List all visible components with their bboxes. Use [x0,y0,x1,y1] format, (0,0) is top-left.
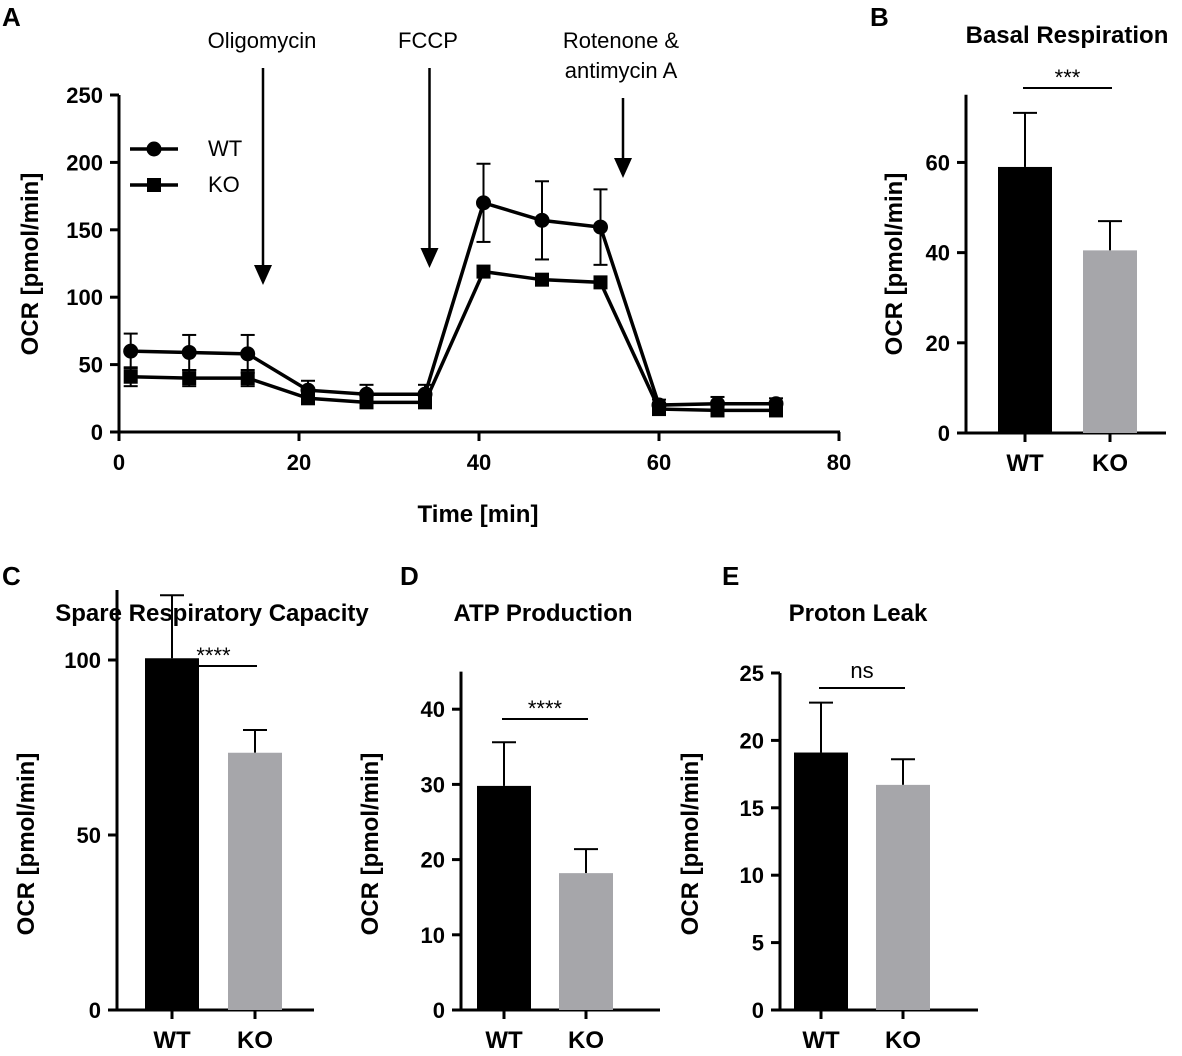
data-point-ko [240,371,255,386]
legend-label-ko: KO [208,172,240,197]
panel-c-category-label-wt: WT [153,1027,191,1054]
panel-b-bar-ko [1083,250,1137,433]
legend-marker-ko [147,178,161,192]
legend-label-wt: WT [208,136,242,161]
data-point-ko [652,402,666,417]
data-point-wt [181,344,197,360]
panel-e-y-tick-label: 15 [740,796,764,821]
panel-d-category-label-wt: WT [485,1027,523,1054]
annotation-antimycin: antimycin A [565,58,678,83]
panel-e-y-tick-label: 0 [752,998,764,1023]
panel-a-y-tick-label: 0 [91,420,103,445]
panel-d-y-tick-label: 0 [433,998,445,1023]
panel-a-ylabel: OCR [pmol/min] [17,173,44,356]
panel-e-y-tick-label: 5 [752,931,764,956]
data-point-wt [593,219,608,235]
panel-d-ylabel: OCR [pmol/min] [357,753,384,936]
panel-b-significance-label: *** [1055,65,1081,90]
panel-a-x-tick-label: 40 [467,450,491,475]
panel-b-category-label-ko: KO [1092,450,1128,477]
data-point-ko [535,272,549,287]
panel-c-bar-ko [228,752,282,1010]
panel-label-b: B [870,2,889,32]
panel-b-category-label-wt: WT [1006,450,1044,477]
panel-d-title: ATP Production [453,600,632,627]
panel-c-bar-wt [145,658,199,1010]
panel-c-significance-label: **** [196,643,231,668]
panel-a-y-tick-label: 200 [66,150,103,175]
panel-b-y-tick-label: 40 [926,241,950,266]
data-point-ko [476,264,491,279]
series-line-wt [130,200,776,407]
panel-d-bar-ko [559,873,613,1010]
panel-d-y-tick-label: 10 [421,923,445,948]
panel-c-category-label-ko: KO [237,1027,273,1054]
panel-e-y-tick-label: 10 [740,863,764,888]
data-point-ko [359,395,374,410]
panel-b-y-tick-label: 20 [926,331,950,356]
panel-b-y-tick-label: 60 [926,150,950,175]
panel-e-y-tick-label: 20 [740,728,764,753]
panel-d-significance-label: **** [528,696,563,721]
panel-a-x-tick-label: 0 [113,450,125,475]
data-point-ko [418,395,432,410]
panel-d-y-tick-label: 30 [421,772,445,797]
legend-marker-wt [146,141,162,157]
panel-e-y-tick-label: 25 [740,661,764,686]
panel-b-ylabel: OCR [pmol/min] [881,173,908,356]
panel-d-y-tick-label: 20 [421,848,445,873]
panel-a-y-tick-label: 50 [79,353,103,378]
panel-c-y-tick-label: 50 [77,823,101,848]
panel-c-title: Spare Respiratory Capacity [55,600,369,627]
panel-d-category-label-ko: KO [568,1027,604,1054]
panel-e-ylabel: OCR [pmol/min] [677,753,704,936]
panel-a-y-tick-label: 150 [66,218,103,243]
panel-label-e: E [722,561,739,591]
panel-a-y-tick-label: 250 [66,83,103,108]
panel-label-c: C [2,561,21,591]
panel-b-title: Basal Respiration [966,22,1169,49]
data-point-ko [123,369,138,384]
panel-d-y-tick-label: 40 [421,697,445,722]
panel-a-y-tick-label: 100 [66,285,103,310]
data-point-ko [301,391,315,406]
panel-e-category-label-wt: WT [802,1027,840,1054]
panel-a-xlabel: Time [min] [418,501,539,528]
injection-arrow-head [254,265,272,285]
panel-d-bar-wt [477,785,531,1010]
data-point-wt [123,343,139,359]
data-point-wt [534,212,550,228]
data-point-ko [710,403,725,418]
panel-e-bar-wt [794,752,848,1010]
data-point-wt [240,346,256,362]
injection-arrow-head [420,248,439,268]
panel-c-ylabel: OCR [pmol/min] [13,753,40,936]
annotation-fccp: FCCP [398,28,458,53]
panel-c-y-tick-label: 0 [89,998,101,1023]
panel-label-a: A [2,2,21,32]
series-line-ko [130,269,776,413]
panel-a-x-tick-label: 60 [647,450,671,475]
panel-e-title: Proton Leak [789,600,928,627]
panel-a-x-tick-label: 20 [287,450,311,475]
data-point-ko [593,275,608,290]
panel-a-x-tick-label: 80 [827,450,851,475]
data-point-ko [769,403,783,418]
panel-label-d: D [400,561,419,591]
annotation-rotenone: Rotenone & [563,28,680,53]
panel-e-significance-label: ns [850,658,873,683]
data-point-wt [476,195,491,211]
annotation-oligomycin: Oligomycin [208,28,317,53]
panel-e-category-label-ko: KO [885,1027,921,1054]
panel-b-y-tick-label: 0 [938,421,950,446]
panel-a-line-chart: 0 20 40 60 80 0 50 100 150 200 250 [66,68,851,475]
panel-b-bar-wt [998,166,1052,433]
panel-c-y-tick-label: 100 [64,648,101,673]
panel-e-bar-ko [876,784,930,1010]
data-point-ko [182,371,197,386]
injection-arrow-head [614,158,632,178]
